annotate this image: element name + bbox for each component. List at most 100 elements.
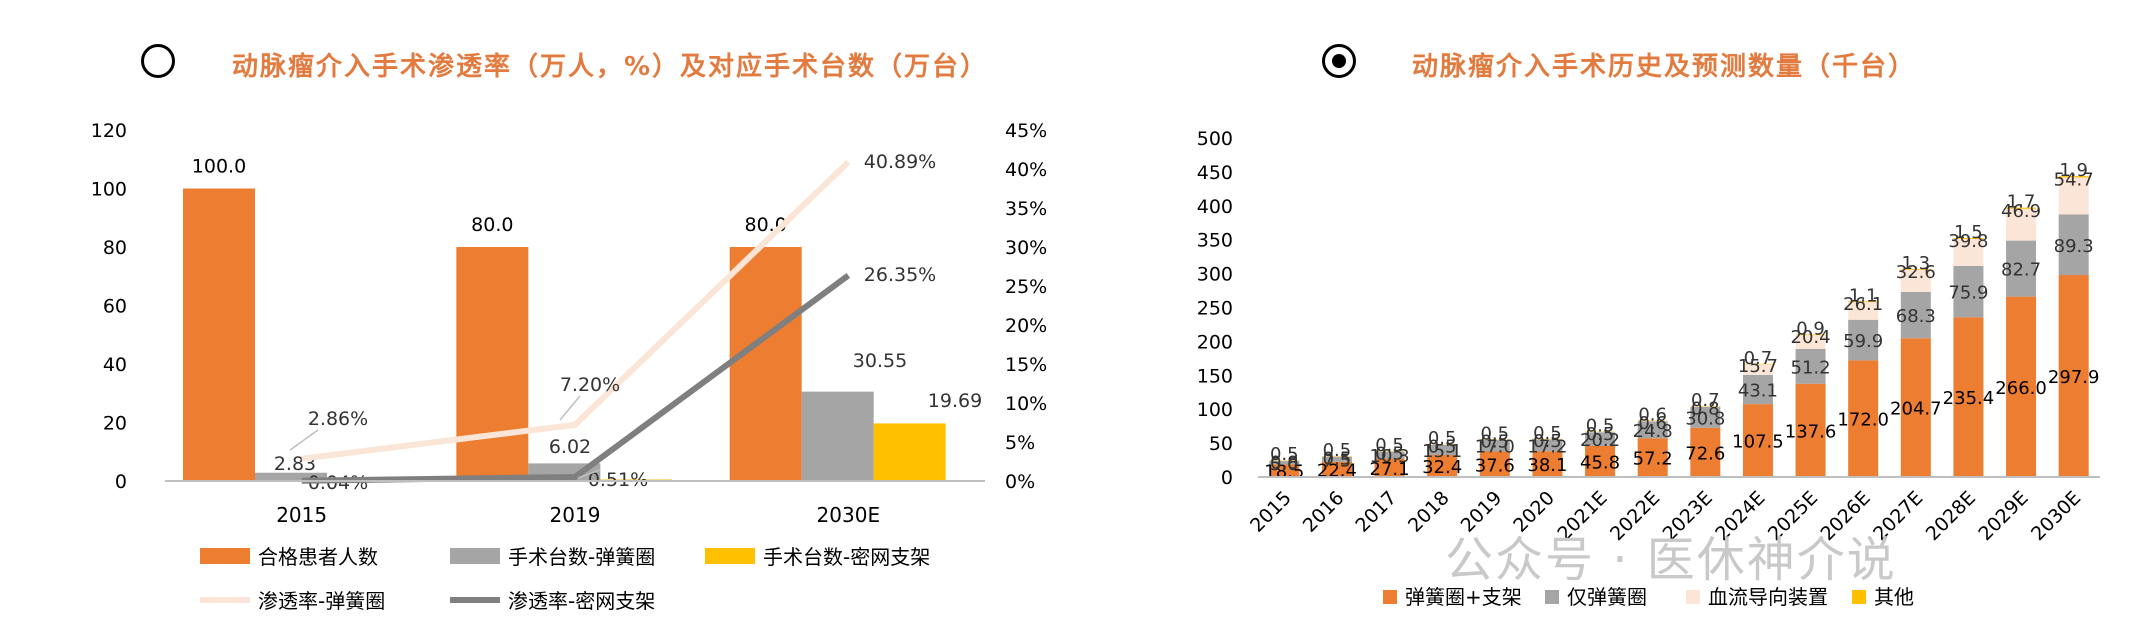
stack-segment-1 [1953, 317, 1984, 477]
stack-segment-3 [2058, 177, 2089, 215]
segment-value-label: 0.6 [1638, 405, 1667, 426]
y2-tick-label: 10% [1005, 393, 1047, 415]
y2-tick-label: 30% [1005, 237, 1047, 259]
x-tick-label: 2019 [550, 503, 601, 527]
segment-value-label: 137.6 [1785, 421, 1837, 442]
stack-segment-2 [1690, 406, 1721, 428]
stack-segment-1 [1427, 455, 1458, 477]
stack-segment-1 [1690, 427, 1721, 477]
bar-value-label: 19.69 [928, 390, 982, 412]
segment-value-label: 1.5 [1954, 222, 1983, 243]
left-chart-title: 动脉瘤介入手术渗透率（万人，%）及对应手术台数（万台） [232, 52, 989, 82]
segment-value-label: 26.1 [1843, 294, 1883, 315]
y-tick-label: 350 [1197, 230, 1233, 252]
bar-value-label: 6.02 [549, 436, 591, 458]
stack-segment-1 [1479, 451, 1510, 477]
segment-value-label: 0.9 [1796, 319, 1825, 340]
legend-label: 渗透率-密网支架 [508, 589, 655, 613]
segment-value-label: 0.5 [1533, 431, 1562, 452]
radio-selected-icon[interactable] [1322, 44, 1356, 78]
stack-segment-3 [1953, 238, 1984, 266]
segment-value-label: 24.8 [1633, 421, 1673, 442]
y-tick-label: 100 [91, 179, 127, 201]
stack-segment-4 [1795, 334, 1826, 336]
y-tick-label: 20 [103, 413, 127, 435]
segment-value-label: 0.5 [1586, 424, 1615, 445]
y-tick-label: 150 [1197, 365, 1233, 387]
stack-segment-1 [1585, 445, 1616, 477]
x-tick-label: 2015 [1246, 487, 1296, 537]
bar-2 [255, 472, 327, 481]
y-tick-label: 80 [103, 237, 127, 259]
x-tick-label: 2028E [1922, 487, 1980, 545]
stack-segment-1 [1269, 464, 1300, 477]
line-value-label: 2.86% [308, 408, 368, 430]
segment-value-label: 0.5 [1428, 436, 1457, 457]
segment-value-label: 0.5 [1428, 428, 1457, 449]
segment-value-label: 89.3 [2054, 236, 2094, 257]
legend-swatch [705, 548, 755, 564]
y-tick-label: 50 [1209, 433, 1233, 455]
radio-unselected-icon[interactable] [141, 44, 175, 78]
x-tick-label: 2017 [1351, 487, 1401, 537]
bar-value-label: 30.55 [853, 350, 907, 372]
y2-tick-label: 45% [1005, 120, 1047, 142]
legend-label: 仅弹簧圈 [1567, 585, 1647, 609]
legend-swatch [1383, 590, 1397, 604]
segment-value-label: 10.3 [1370, 446, 1410, 467]
bar-1 [183, 188, 255, 481]
legend-swatch [450, 548, 500, 564]
stack-segment-1 [1900, 338, 1931, 477]
stack-segment-2 [1269, 461, 1300, 465]
y-tick-label: 100 [1197, 399, 1233, 421]
line-series-1 [301, 159, 851, 462]
x-tick-label: 2029E [1974, 487, 2032, 545]
segment-value-label: 1.7 [2007, 192, 2036, 213]
segment-value-label: 43.1 [1738, 381, 1778, 402]
leader-line [559, 395, 581, 421]
legend-swatch [1686, 590, 1700, 604]
segment-value-label: 15.7 [1738, 356, 1778, 377]
y-tick-label: 500 [1197, 128, 1233, 150]
stack-segment-3 [1795, 335, 1826, 349]
y2-tick-label: 0% [1005, 471, 1035, 493]
line-series-2 [301, 273, 851, 484]
stack-segment-2 [1953, 265, 1984, 318]
bar-value-label: 80.0 [471, 214, 513, 236]
stack-segment-1 [2006, 296, 2037, 477]
y-tick-label: 300 [1197, 264, 1233, 286]
bar-value-label: 100.0 [192, 156, 246, 178]
segment-value-label: 37.6 [1475, 455, 1515, 476]
segment-value-label: 51.2 [1791, 357, 1831, 378]
stack-segment-4 [2058, 176, 2089, 178]
legend-label: 其他 [1874, 585, 1914, 609]
stack-segment-3 [1848, 302, 1879, 320]
stack-segment-2 [1374, 451, 1405, 459]
x-tick-label: 2015 [276, 503, 327, 527]
segment-value-label: 0.5 [1533, 423, 1562, 444]
segment-value-label: 0.8 [1691, 398, 1720, 419]
segment-value-label: 0.6 [1638, 413, 1667, 434]
segment-value-label: 30.8 [1685, 408, 1725, 429]
stack-segment-1 [1532, 451, 1563, 477]
segment-value-label: 20.4 [1791, 327, 1831, 348]
segment-value-label: 235.4 [1943, 388, 1995, 409]
stack-segment-1 [1742, 404, 1773, 477]
stack-segment-2 [1479, 439, 1510, 452]
x-tick-label: 2016 [1299, 487, 1349, 537]
segment-value-label: 204.7 [1890, 399, 1942, 420]
right-stacked-bar-chart: 05010015020025030035040045050018.55.00.8… [1197, 128, 2100, 609]
segment-value-label: 1.9 [2059, 160, 2088, 181]
stack-segment-1 [2058, 275, 2089, 477]
bar-1 [729, 247, 802, 481]
stack-segment-2 [1427, 444, 1458, 456]
y-tick-label: 200 [1197, 331, 1233, 353]
segment-value-label: 1.1 [1849, 285, 1878, 306]
segment-value-label: 32.4 [1422, 457, 1462, 478]
legend-label: 弹簧圈+支架 [1405, 585, 1522, 609]
segment-value-label: 0.7 [1744, 348, 1773, 369]
stack-segment-4 [1848, 301, 1879, 303]
segment-value-label: 297.9 [2048, 367, 2100, 388]
leader-line [577, 469, 601, 479]
segment-value-label: 27.1 [1370, 459, 1410, 480]
